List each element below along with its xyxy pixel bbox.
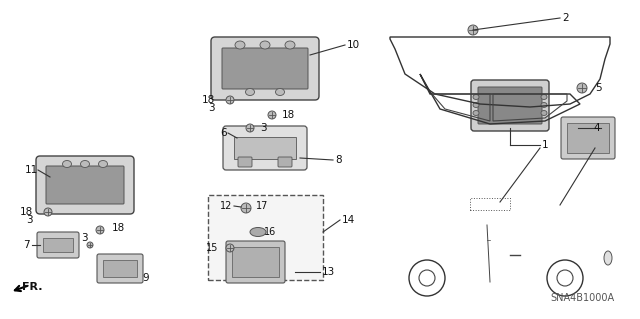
Bar (103, 260, 137, 277)
FancyBboxPatch shape (278, 157, 292, 167)
Text: 11: 11 (25, 165, 38, 175)
FancyBboxPatch shape (211, 37, 319, 100)
FancyBboxPatch shape (37, 232, 79, 258)
Circle shape (577, 83, 587, 93)
Text: 16: 16 (264, 227, 276, 237)
Text: 3: 3 (209, 103, 215, 113)
Circle shape (468, 25, 478, 35)
Text: 18: 18 (202, 95, 215, 105)
FancyBboxPatch shape (226, 241, 285, 283)
Text: SNA4B1000A: SNA4B1000A (550, 293, 614, 303)
Bar (567, 123, 609, 153)
Ellipse shape (250, 227, 266, 236)
FancyBboxPatch shape (223, 126, 307, 170)
Ellipse shape (541, 102, 547, 108)
Text: 8: 8 (335, 155, 342, 165)
Text: FR.: FR. (22, 282, 42, 292)
Text: 3: 3 (26, 215, 33, 225)
Text: 15: 15 (205, 243, 218, 253)
Ellipse shape (275, 88, 285, 95)
Circle shape (241, 203, 251, 213)
Ellipse shape (246, 88, 255, 95)
Bar (234, 137, 296, 159)
Text: 6: 6 (220, 128, 227, 138)
Text: 5: 5 (595, 83, 602, 93)
Circle shape (44, 208, 52, 216)
Text: 18: 18 (112, 223, 125, 233)
FancyBboxPatch shape (208, 195, 323, 280)
Ellipse shape (473, 94, 479, 100)
Text: 10: 10 (347, 40, 360, 50)
Ellipse shape (541, 110, 547, 115)
Ellipse shape (285, 41, 295, 49)
FancyBboxPatch shape (222, 48, 308, 89)
Ellipse shape (541, 94, 547, 100)
FancyBboxPatch shape (36, 156, 134, 214)
Text: 12: 12 (220, 201, 232, 211)
Ellipse shape (473, 102, 479, 108)
Bar (232, 247, 279, 277)
Text: 7: 7 (24, 240, 30, 250)
Circle shape (246, 124, 254, 132)
Text: 3: 3 (260, 123, 267, 133)
FancyBboxPatch shape (478, 87, 542, 124)
Circle shape (226, 96, 234, 104)
Text: 14: 14 (342, 215, 355, 225)
Ellipse shape (473, 110, 479, 115)
FancyBboxPatch shape (97, 254, 143, 283)
Circle shape (96, 226, 104, 234)
FancyBboxPatch shape (238, 157, 252, 167)
Ellipse shape (99, 160, 108, 167)
Text: 9: 9 (142, 273, 148, 283)
Text: 18: 18 (282, 110, 295, 120)
FancyBboxPatch shape (561, 117, 615, 159)
Text: 2: 2 (562, 13, 568, 23)
Ellipse shape (63, 160, 72, 167)
Text: 13: 13 (322, 267, 335, 277)
Text: 17: 17 (256, 201, 268, 211)
Ellipse shape (604, 251, 612, 265)
Text: 3: 3 (81, 233, 88, 243)
FancyBboxPatch shape (471, 80, 549, 131)
Text: 4: 4 (593, 123, 600, 133)
Text: 18: 18 (20, 207, 33, 217)
FancyBboxPatch shape (46, 166, 124, 204)
Bar (470, 198, 510, 210)
Bar (43, 238, 73, 252)
Ellipse shape (260, 41, 270, 49)
Text: 1: 1 (542, 140, 548, 150)
Ellipse shape (235, 41, 245, 49)
Circle shape (268, 111, 276, 119)
Circle shape (87, 242, 93, 248)
Ellipse shape (81, 160, 90, 167)
Circle shape (226, 244, 234, 252)
